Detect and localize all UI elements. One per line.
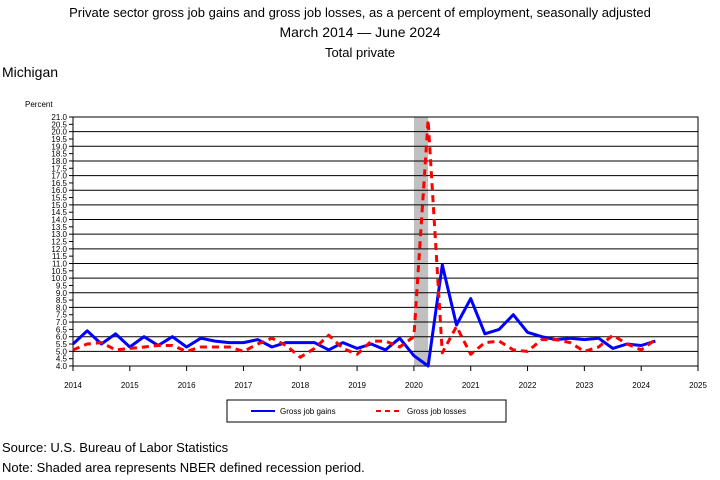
y-tick-label: 12.5 <box>51 238 67 247</box>
chart-notes: Source: U.S. Bureau of Labor Statistics … <box>2 438 365 478</box>
y-tick-label: 16.5 <box>51 179 67 188</box>
y-tick-label: 6.0 <box>56 333 68 342</box>
y-tick-label: 4.0 <box>56 362 68 371</box>
y-tick-label: 7.0 <box>56 318 68 327</box>
y-tick-label: 13.5 <box>51 223 67 232</box>
x-tick-label: 2016 <box>178 381 196 390</box>
y-tick-label: 15.0 <box>51 201 67 210</box>
recession-note: Note: Shaded area represents NBER define… <box>2 460 365 475</box>
y-tick-label: 19.5 <box>51 135 67 144</box>
x-tick-label: 2021 <box>462 381 480 390</box>
y-tick-label: 10.0 <box>51 274 67 283</box>
y-tick-label: 18.0 <box>51 157 67 166</box>
y-tick-label: 13.0 <box>51 230 67 239</box>
plot-frame <box>72 116 699 367</box>
y-tick-label: 9.5 <box>56 281 68 290</box>
x-tick-label: 2024 <box>632 381 650 390</box>
x-tick-label: 2015 <box>121 381 139 390</box>
y-tick-label: 17.5 <box>51 164 67 173</box>
y-tick-label: 7.5 <box>56 311 68 320</box>
y-tick-label: 17.0 <box>51 172 67 181</box>
date-range-separator: — <box>357 24 372 40</box>
y-tick-label: 8.0 <box>56 303 68 312</box>
x-tick-label: 2017 <box>235 381 253 390</box>
y-tick-label: 4.5 <box>56 355 68 364</box>
x-tick-label: 2018 <box>291 381 309 390</box>
y-tick-label: 20.0 <box>51 128 67 137</box>
y-tick-label: 11.0 <box>52 259 68 268</box>
x-tick-label: 2020 <box>405 381 423 390</box>
region-label: Michigan <box>2 64 59 80</box>
source-note: Source: U.S. Bureau of Labor Statistics <box>2 440 229 455</box>
y-tick-label: 21.0 <box>51 113 67 122</box>
y-tick-label: 14.5 <box>51 208 67 217</box>
y-tick-label: 8.5 <box>56 296 68 305</box>
x-tick-label: 2014 <box>64 381 82 390</box>
losses-series-line <box>72 118 657 359</box>
chart-date-range: March 2014 — June 2024 <box>0 24 720 41</box>
y-tick-label: 20.5 <box>51 120 67 129</box>
y-tick-label: 15.5 <box>51 194 67 203</box>
y-tick-label: 10.5 <box>51 267 67 276</box>
y-tick-label: 18.5 <box>51 150 67 159</box>
y-tick-label: 12.0 <box>51 245 67 254</box>
x-tick-label: 2025 <box>689 381 707 390</box>
date-range-end: June 2024 <box>375 24 441 40</box>
y-tick-label: 14.0 <box>51 216 67 225</box>
y-tick-label: 5.0 <box>56 347 68 356</box>
chart-subtitle: Total private <box>324 45 396 60</box>
x-tick-label: 2019 <box>348 381 366 390</box>
x-tick-label: 2022 <box>519 381 537 390</box>
y-tick-label: 16.0 <box>51 186 67 195</box>
legend-label-gains: Gross job gains <box>280 407 336 416</box>
legend-label-losses: Gross job losses <box>407 407 466 416</box>
y-tick-label: 9.0 <box>56 289 68 298</box>
y-axis-label: Percent <box>25 100 53 109</box>
y-tick-label: 5.5 <box>56 340 68 349</box>
chart-title: Private sector gross job gains and gross… <box>69 5 651 20</box>
y-tick-label: 6.5 <box>56 325 68 334</box>
legend-box <box>226 399 507 423</box>
x-tick-label: 2023 <box>575 381 593 390</box>
date-range-start: March 2014 <box>279 24 354 40</box>
y-tick-label: 11.5 <box>52 252 68 261</box>
y-tick-label: 19.0 <box>51 142 67 151</box>
gains-series-line <box>71 263 656 368</box>
